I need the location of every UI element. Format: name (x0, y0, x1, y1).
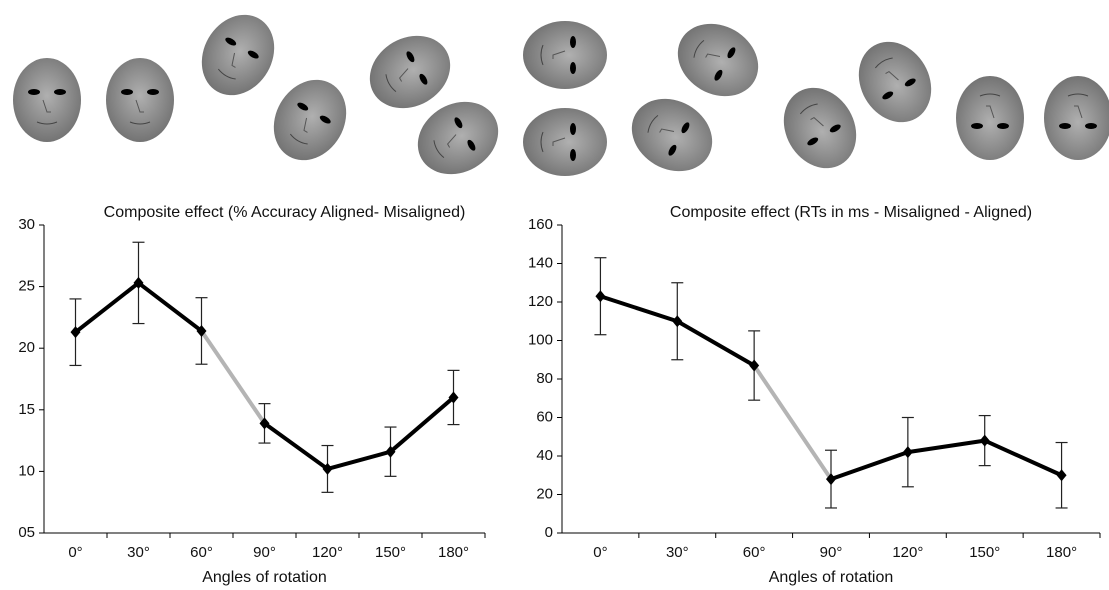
x-tick-label: 150° (969, 544, 1000, 561)
x-tick-label: 90° (820, 544, 843, 561)
y-tick-label: 15 (18, 401, 35, 418)
marker (385, 445, 396, 458)
x-tick-label: 120° (312, 544, 343, 561)
connector (830, 450, 909, 481)
y-tick-label: 60 (536, 408, 553, 425)
x-tick-label: 0° (68, 544, 82, 561)
chart-title: Composite effect (% Accuracy Aligned- Mi… (104, 204, 466, 221)
x-tick-label: 0° (593, 544, 607, 561)
connector (752, 364, 833, 481)
marker (70, 326, 81, 339)
face-images (8, 0, 1109, 193)
marker (826, 473, 836, 486)
connector (263, 421, 329, 471)
marker (979, 434, 990, 447)
marker (448, 391, 459, 404)
y-tick-label: 20 (18, 339, 35, 356)
y-tick-label: 05 (18, 524, 35, 541)
marker (196, 324, 207, 337)
y-tick-label: 120 (528, 293, 553, 310)
x-tick-label: 120° (892, 544, 923, 561)
x-tick-label: 60° (190, 544, 213, 561)
x-axis-label: Angles of rotation (202, 569, 327, 586)
y-tick-label: 25 (18, 278, 35, 295)
chart-title: Composite effect (RTs in ms - Misaligned… (670, 204, 1032, 221)
x-tick-label: 60° (743, 544, 766, 561)
y-tick-label: 140 (528, 254, 553, 271)
x-tick-label: 30° (666, 544, 689, 561)
connector (676, 319, 756, 368)
x-tick-label: 180° (438, 544, 469, 561)
y-tick-label: 10 (18, 462, 35, 479)
marker (902, 446, 913, 459)
connector (74, 281, 140, 334)
marker (322, 462, 333, 475)
x-tick-label: 180° (1046, 544, 1077, 561)
x-tick-label: 150° (375, 544, 406, 561)
connector (907, 438, 986, 455)
y-tick-label: 100 (528, 331, 553, 348)
y-tick-label: 40 (536, 447, 553, 464)
x-tick-label: 90° (253, 544, 276, 561)
y-tick-label: 20 (536, 485, 553, 502)
connector (137, 281, 203, 333)
y-tick-label: 30 (18, 216, 35, 233)
y-tick-label: 0 (545, 524, 553, 541)
x-tick-label: 30° (127, 544, 150, 561)
connector (199, 329, 267, 425)
marker (595, 290, 606, 303)
marker (133, 276, 144, 289)
connector (389, 395, 455, 454)
marker (749, 359, 760, 372)
connector (983, 438, 1063, 478)
marker (259, 417, 270, 430)
connector (599, 294, 678, 324)
marker (1056, 469, 1067, 482)
connector (326, 449, 392, 471)
y-tick-label: 80 (536, 370, 553, 387)
marker (672, 315, 683, 328)
y-tick-label: 160 (528, 216, 553, 233)
x-axis-label: Angles of rotation (769, 569, 894, 586)
